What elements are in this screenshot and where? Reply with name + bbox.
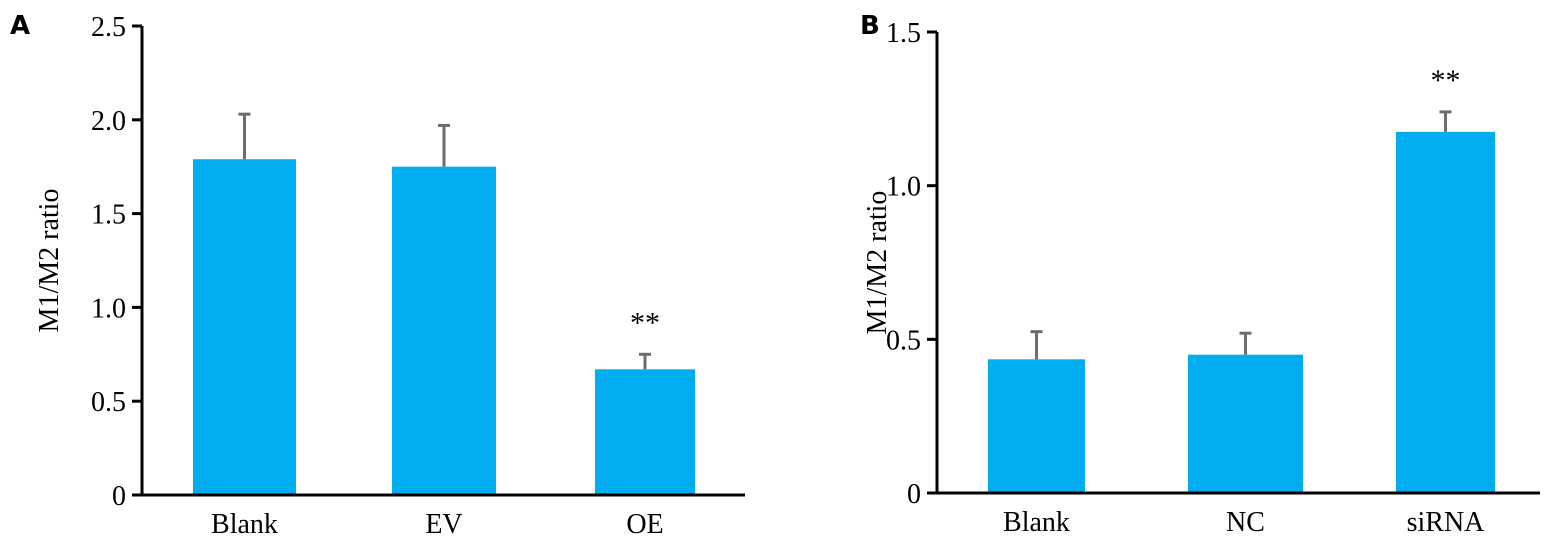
x-tick-label: OE — [626, 509, 663, 540]
y-tick-label: 2.5 — [91, 12, 126, 43]
panel-a: A 0 0.5 1.0 1.5 2.0 2.5 M1/M2 ratio Blank EV OE ** — [10, 11, 745, 540]
bar-blank — [193, 159, 296, 494]
panel-b: B 0 0.5 1.0 1.5 M1/M2 ratio Blank NC siRNA ** — [860, 11, 1540, 538]
y-tick-label: 0.5 — [886, 325, 921, 356]
x-tick-label: siRNA — [1407, 507, 1486, 538]
y-tick-label: 1.5 — [886, 18, 921, 49]
panel-label: B — [860, 11, 880, 41]
x-tick-label: EV — [425, 509, 462, 540]
bar-nc — [1188, 354, 1303, 492]
bar-blank — [988, 359, 1085, 492]
y-tick-label: 0 — [112, 481, 126, 512]
y-tick-label: 1.0 — [91, 293, 126, 324]
x-tick-label: Blank — [1003, 507, 1070, 538]
x-tick-label: NC — [1226, 507, 1265, 538]
significance-marker: ** — [630, 306, 660, 339]
x-tick-label: Blank — [211, 509, 278, 540]
y-tick-label: 0.5 — [91, 387, 126, 418]
bar-ev — [392, 166, 496, 494]
panel-label: A — [10, 11, 30, 41]
bar-oe — [595, 369, 695, 494]
bar-sirna — [1396, 131, 1495, 492]
y-axis-label: M1/M2 ratio — [862, 191, 893, 335]
y-tick-label: 1.5 — [91, 200, 126, 231]
y-tick-label: 0 — [907, 479, 921, 510]
significance-marker: ** — [1431, 64, 1461, 97]
y-tick-label: 2.0 — [91, 106, 126, 137]
y-tick-label: 1.0 — [886, 172, 921, 203]
y-axis-label: M1/M2 ratio — [34, 189, 65, 333]
